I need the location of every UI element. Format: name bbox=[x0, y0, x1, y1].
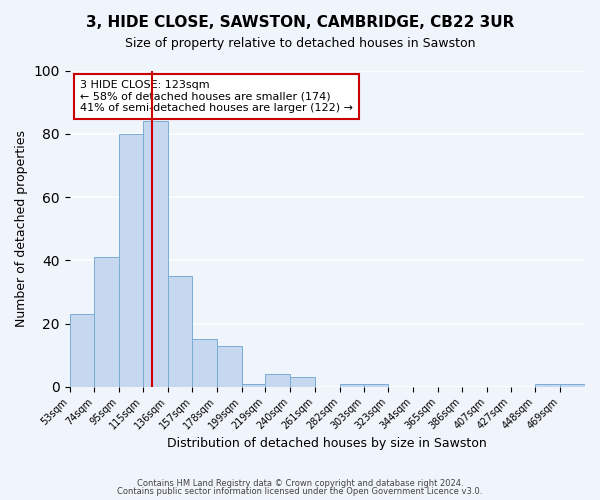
Bar bbox=[560, 384, 585, 387]
Text: Contains HM Land Registry data © Crown copyright and database right 2024.: Contains HM Land Registry data © Crown c… bbox=[137, 478, 463, 488]
Y-axis label: Number of detached properties: Number of detached properties bbox=[15, 130, 28, 327]
Bar bbox=[364, 384, 388, 387]
Text: 3, HIDE CLOSE, SAWSTON, CAMBRIDGE, CB22 3UR: 3, HIDE CLOSE, SAWSTON, CAMBRIDGE, CB22 … bbox=[86, 15, 514, 30]
Bar bbox=[290, 378, 315, 387]
Bar bbox=[192, 340, 217, 387]
Bar bbox=[143, 121, 167, 387]
Bar bbox=[535, 384, 560, 387]
Bar bbox=[265, 374, 290, 387]
Bar bbox=[94, 257, 119, 387]
Text: Size of property relative to detached houses in Sawston: Size of property relative to detached ho… bbox=[125, 38, 475, 51]
Bar bbox=[119, 134, 143, 387]
Text: 3 HIDE CLOSE: 123sqm
← 58% of detached houses are smaller (174)
41% of semi-deta: 3 HIDE CLOSE: 123sqm ← 58% of detached h… bbox=[80, 80, 353, 113]
Bar bbox=[242, 384, 265, 387]
Text: Contains public sector information licensed under the Open Government Licence v3: Contains public sector information licen… bbox=[118, 487, 482, 496]
Bar bbox=[217, 346, 242, 387]
Bar bbox=[340, 384, 364, 387]
Bar bbox=[70, 314, 94, 387]
Bar bbox=[167, 276, 192, 387]
X-axis label: Distribution of detached houses by size in Sawston: Distribution of detached houses by size … bbox=[167, 437, 487, 450]
